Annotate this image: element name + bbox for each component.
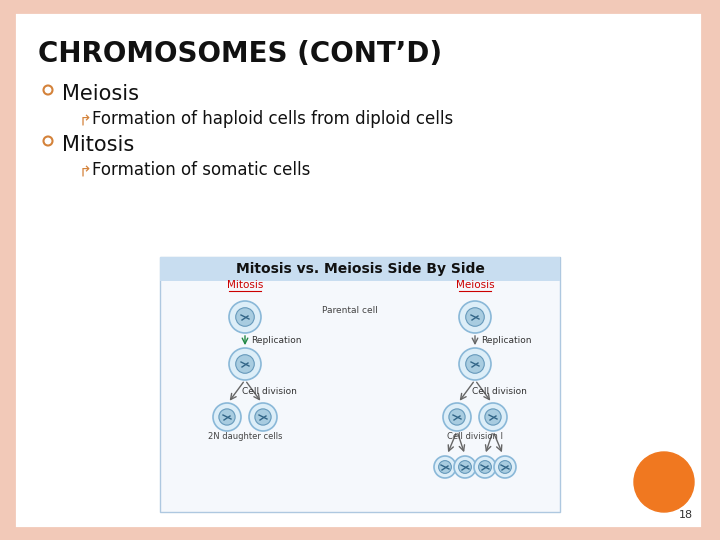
Circle shape <box>229 348 261 380</box>
Circle shape <box>459 348 491 380</box>
Text: Meiosis: Meiosis <box>456 280 495 290</box>
Circle shape <box>249 403 277 431</box>
Circle shape <box>438 461 451 474</box>
Circle shape <box>235 308 254 326</box>
Circle shape <box>454 456 476 478</box>
Text: Meiosis: Meiosis <box>62 84 139 104</box>
Text: Mitosis: Mitosis <box>62 135 134 155</box>
Text: ↲: ↲ <box>75 110 88 125</box>
Circle shape <box>466 308 485 326</box>
Circle shape <box>255 409 271 425</box>
Text: Formation of haploid cells from diploid cells: Formation of haploid cells from diploid … <box>92 110 454 128</box>
Circle shape <box>499 461 511 474</box>
Text: Mitosis: Mitosis <box>227 280 264 290</box>
Bar <box>160 257 560 281</box>
Bar <box>160 257 560 512</box>
Circle shape <box>213 403 241 431</box>
Text: Replication: Replication <box>251 336 302 345</box>
Text: Formation of somatic cells: Formation of somatic cells <box>92 161 310 179</box>
Circle shape <box>459 461 472 474</box>
Text: Cell division: Cell division <box>243 387 297 396</box>
Text: Cell division I: Cell division I <box>447 432 503 441</box>
Circle shape <box>443 403 471 431</box>
Circle shape <box>229 301 261 333</box>
Circle shape <box>449 409 465 425</box>
Text: CHROMOSOMES (CONT’D): CHROMOSOMES (CONT’D) <box>38 40 442 68</box>
Text: Replication: Replication <box>481 336 531 345</box>
Circle shape <box>43 137 53 145</box>
Circle shape <box>459 301 491 333</box>
Circle shape <box>634 452 694 512</box>
Text: Parental cell: Parental cell <box>322 306 378 315</box>
Circle shape <box>434 456 456 478</box>
Circle shape <box>479 403 507 431</box>
Circle shape <box>485 409 501 425</box>
Circle shape <box>494 456 516 478</box>
Circle shape <box>479 461 491 474</box>
Text: Mitosis vs. Meiosis Side By Side: Mitosis vs. Meiosis Side By Side <box>235 262 485 276</box>
Circle shape <box>474 456 496 478</box>
Text: Cell division: Cell division <box>472 387 527 396</box>
Circle shape <box>219 409 235 425</box>
Text: ↲: ↲ <box>75 161 88 176</box>
Text: 18: 18 <box>679 510 693 520</box>
Circle shape <box>43 85 53 94</box>
Text: 2N daughter cells: 2N daughter cells <box>208 432 282 441</box>
Circle shape <box>235 355 254 373</box>
Circle shape <box>466 355 485 373</box>
